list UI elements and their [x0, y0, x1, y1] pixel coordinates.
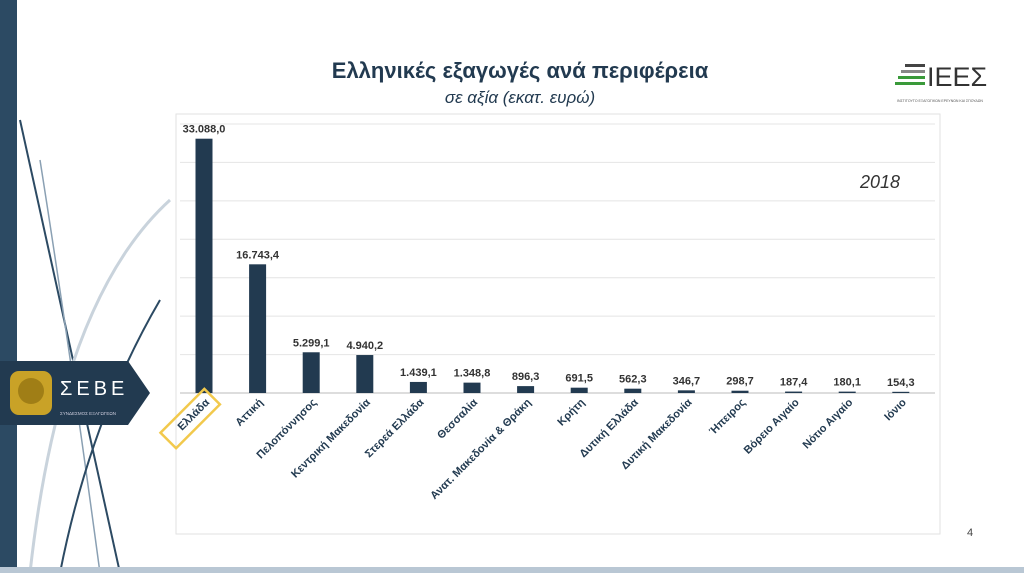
category-label: Αττική — [233, 396, 265, 428]
category-label: Ανατ. Μακεδονία & Θράκη — [428, 396, 534, 502]
bar — [731, 390, 749, 393]
data-label: 691,5 — [565, 373, 593, 385]
data-label: 896,3 — [512, 371, 540, 383]
slide-title: Ελληνικές εξαγωγές ανά περιφέρεια — [331, 58, 709, 83]
data-label: 4.940,2 — [346, 340, 383, 352]
slide-subtitle: σε αξία (εκατ. ευρώ) — [444, 88, 596, 107]
data-label: 5.299,1 — [293, 337, 330, 349]
data-label: 154,3 — [887, 377, 915, 389]
bar — [463, 382, 481, 393]
bar — [356, 355, 374, 393]
data-label: 16.743,4 — [236, 249, 280, 261]
bar — [838, 391, 856, 393]
bar — [195, 138, 213, 393]
left-decorative-bar — [0, 0, 17, 573]
page-number: 4 — [967, 527, 974, 539]
data-label: 180,1 — [833, 377, 861, 389]
bar — [249, 264, 267, 393]
decorative-curves — [19, 119, 172, 573]
data-label: 1.348,8 — [454, 368, 491, 380]
bar — [517, 386, 535, 393]
data-label: 1.439,1 — [400, 367, 437, 379]
bar — [624, 388, 642, 393]
bar — [570, 387, 588, 393]
category-label: Βόρειο Αιγαίο — [742, 396, 802, 456]
year-annotation: 2018 — [859, 172, 900, 192]
bar — [677, 390, 695, 393]
bar — [892, 391, 910, 393]
sebe-logo-tagline: ΣΥΝΔΕΣΜΟΣ ΕΞΑΓΩΓΕΩΝ — [60, 411, 116, 416]
category-label: Ιόνιο — [882, 396, 909, 423]
sebe-logo-text: ΣΕΒΕ — [60, 378, 128, 400]
category-label: Ήπειρος — [707, 396, 748, 437]
sebe-logo: ΣΕΒΕ ΣΥΝΔΕΣΜΟΣ ΕΞΑΓΩΓΕΩΝ — [0, 361, 150, 425]
bottom-bar — [0, 567, 1024, 573]
bar — [302, 352, 320, 393]
data-label: 346,7 — [673, 375, 701, 387]
category-label: Ελλάδα — [176, 396, 213, 433]
category-label: Νότιο Αιγαίο — [801, 396, 856, 451]
data-label: 33.088,0 — [183, 124, 226, 136]
iees-logo-tagline: ΙΝΣΤΙΤΟΥΤΟ ΕΞΑΓΩΓΙΚΩΝ ΕΡΕΥΝΩΝ ΚΑΙ ΣΠΟΥΔΩ… — [897, 99, 983, 103]
data-label: 562,3 — [619, 374, 647, 386]
bar — [785, 391, 803, 393]
plot-area — [175, 113, 941, 535]
category-label: Θεσσαλία — [435, 396, 480, 441]
category-label: Στερεά Ελλάδα — [363, 396, 427, 460]
category-label: Κρήτη — [555, 396, 587, 428]
data-label: 298,7 — [726, 376, 754, 388]
iees-logo-text: ΙΕΕΣ — [927, 62, 987, 92]
bar — [409, 381, 427, 393]
highlight-box — [158, 387, 222, 451]
iees-logo: ΙΕΕΣ ΙΝΣΤΙΤΟΥΤΟ ΕΞΑΓΩΓΙΚΩΝ ΕΡΕΥΝΩΝ ΚΑΙ Σ… — [895, 62, 987, 103]
data-label: 187,4 — [780, 377, 808, 389]
